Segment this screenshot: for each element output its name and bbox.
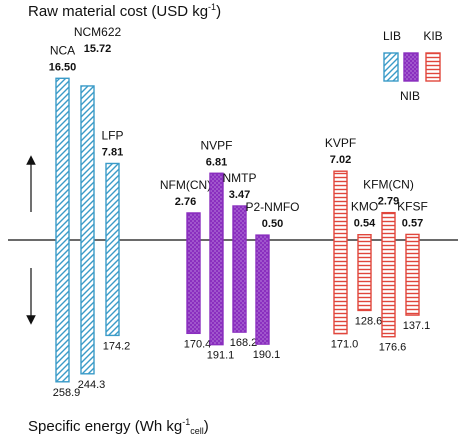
bar-kvpf [333, 170, 348, 335]
bar-nfm-cn [186, 212, 201, 335]
material-label-kfsf: KFSF [397, 199, 428, 213]
cost-label-p2-nmfo: 0.50 [262, 218, 283, 230]
legend-label-nib: NIB [400, 89, 420, 103]
bar-nmtp [232, 205, 247, 333]
material-label-nfm-cn: NFM(CN) [160, 178, 211, 192]
legend-label-kib: KIB [423, 29, 442, 43]
bar-p2-nmfo [255, 234, 270, 345]
energy-label-ncm622: 244.3 [78, 379, 106, 391]
cost-axis-title: Raw material cost (USD kg-1) [28, 2, 221, 20]
cost-label-nfm-cn: 2.76 [175, 196, 196, 208]
material-label-kfm-cn: KFM(CN) [363, 178, 414, 192]
legend: LIB NIB KIB [383, 29, 443, 103]
bar-nvpf [209, 172, 224, 346]
cost-label-ncm622: 15.72 [84, 43, 112, 55]
material-label-nvpf: NVPF [200, 138, 232, 152]
bar-ncm622 [80, 85, 95, 375]
material-label-lfp: LFP [101, 128, 123, 142]
energy-label-p2-nmfo: 190.1 [253, 349, 281, 361]
energy-label-nmtp: 168.2 [230, 337, 258, 349]
legend-label-lib: LIB [383, 29, 401, 43]
energy-label-nvpf: 191.1 [207, 350, 235, 362]
cost-label-nmtp: 3.47 [229, 189, 250, 201]
bar-layer: NCA 16.50 258.9 NCM622 15.72 244.3 LFP 7.81 174.… [49, 25, 431, 399]
energy-label-kfsf: 137.1 [403, 320, 431, 332]
bar-kfsf [405, 233, 420, 316]
energy-label-nca: 258.9 [53, 387, 81, 399]
energy-label-kfm-cn: 176.6 [379, 342, 407, 354]
energy-label-kvpf: 171.0 [331, 339, 359, 351]
bar-lfp [105, 162, 120, 337]
cost-label-nvpf: 6.81 [206, 156, 227, 168]
cost-label-kvpf: 7.02 [330, 154, 351, 166]
material-label-kmo: KMO [351, 200, 378, 214]
bar-nca [55, 77, 70, 383]
bar-kmo [357, 234, 372, 312]
cost-label-kmo: 0.54 [354, 218, 376, 230]
cost-label-nca: 16.50 [49, 61, 77, 73]
cost-label-kfsf: 0.57 [402, 217, 423, 229]
legend-swatch-lib [383, 52, 399, 82]
material-label-ncm622: NCM622 [74, 25, 122, 39]
cost-label-lfp: 7.81 [102, 146, 123, 158]
energy-axis-title: Specific energy (Wh kg-1cell) [28, 417, 209, 436]
material-label-p2-nmfo: P2-NMFO [246, 200, 300, 214]
legend-swatch-nib [403, 52, 419, 82]
material-label-kvpf: KVPF [325, 136, 356, 150]
material-label-nca: NCA [50, 43, 75, 57]
energy-label-lfp: 174.2 [103, 340, 131, 352]
bar-kfm-cn [381, 211, 396, 338]
cost-label-kfm-cn: 2.79 [378, 196, 399, 208]
energy-label-kmo: 128.6 [355, 315, 383, 327]
legend-swatch-kib [425, 52, 441, 82]
material-label-nmtp: NMTP [223, 171, 257, 185]
energy-label-nfm-cn: 170.4 [184, 338, 212, 350]
